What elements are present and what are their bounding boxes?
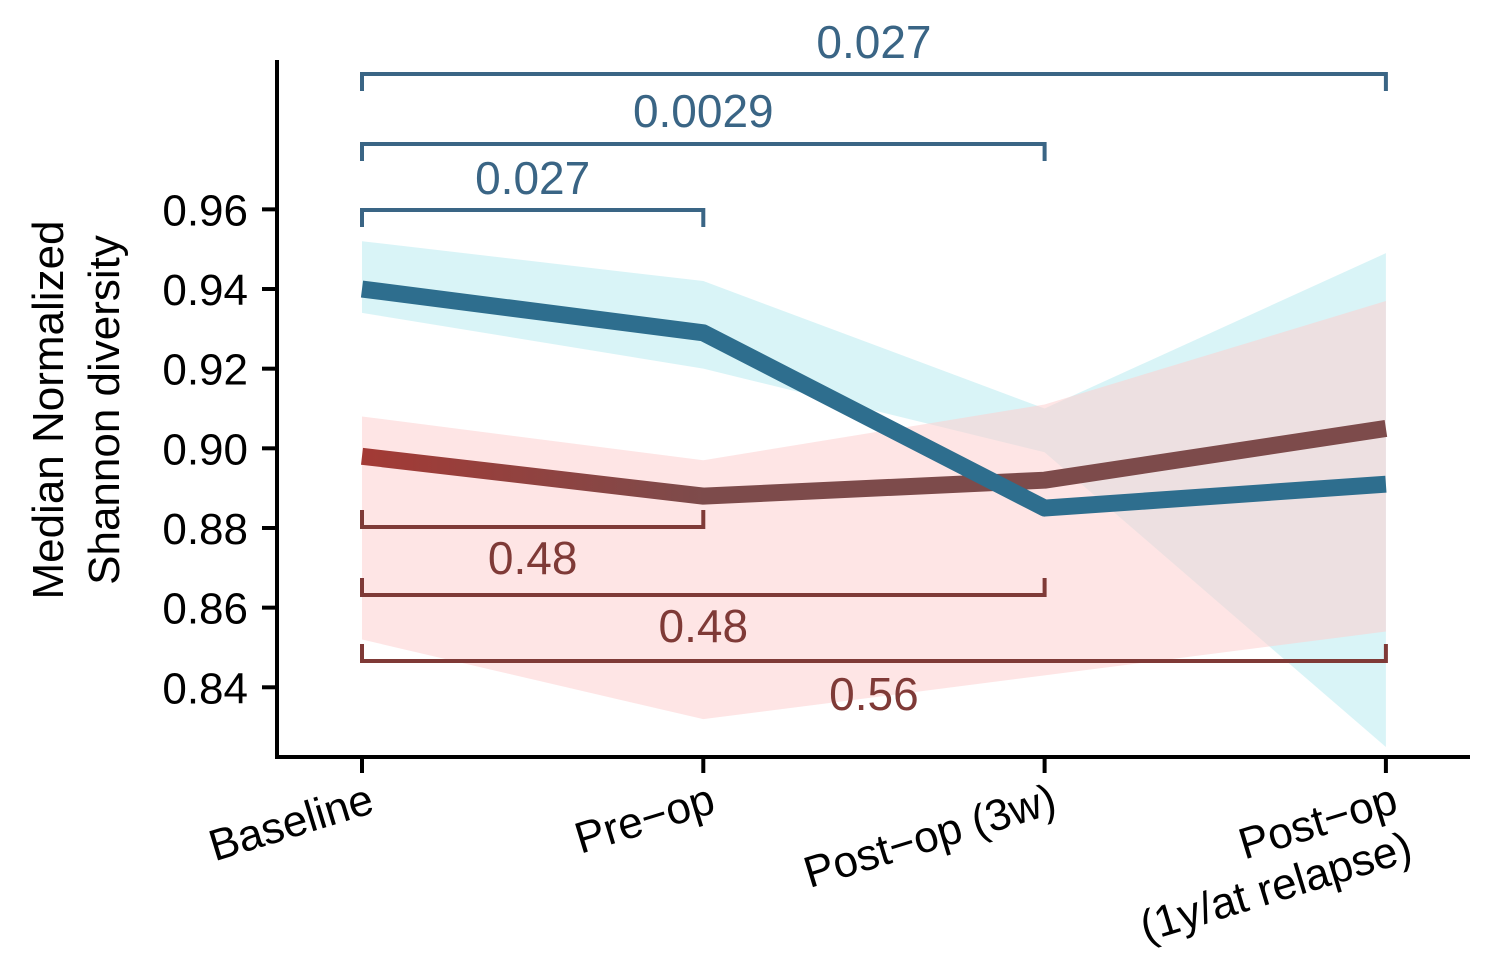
bracket-line <box>360 142 1047 161</box>
comparison-bracket: 0.56 <box>360 644 1388 720</box>
y-tick-label: 0.94 <box>162 266 248 315</box>
p-value-label: 0.48 <box>488 532 578 584</box>
x-tick-label: Post−op(1y/at relapse) <box>1120 775 1418 952</box>
significance-brackets: 0.027 0.0029 0.027 0.48 0.48 0.56 <box>360 16 1388 720</box>
bracket-line <box>360 72 1388 91</box>
bracket-line <box>360 510 706 529</box>
y-axis-title-line1: Median Normalized <box>24 220 73 599</box>
x-ticks: Baseline Pre−op Post−op (3w) Post−op(1y/at … <box>203 757 1417 952</box>
y-axis-title-line2: Shannon diversity <box>80 235 129 585</box>
p-value-label: 0.56 <box>829 668 919 720</box>
p-value-label: 0.027 <box>475 152 590 204</box>
x-tick-label: Post−op (3w) <box>798 775 1061 898</box>
x-tick-label: Pre−op <box>569 775 720 864</box>
y-tick-label: 0.86 <box>162 585 248 634</box>
blue-series-line <box>360 280 1387 517</box>
comparison-bracket: 0.0029 <box>360 85 1047 161</box>
axes <box>275 60 1470 759</box>
comparison-bracket: 0.48 <box>360 578 1047 652</box>
bracket-line <box>360 208 706 227</box>
y-tick-label: 0.96 <box>162 186 248 235</box>
x-tick-label: Baseline <box>203 775 379 871</box>
y-tick-label: 0.90 <box>162 425 248 474</box>
bracket-line <box>360 578 1047 597</box>
comparison-bracket: 0.027 <box>360 16 1388 91</box>
series-lines <box>360 280 1388 517</box>
comparison-bracket: 0.48 <box>360 510 706 584</box>
y-tick-label: 0.92 <box>162 346 248 395</box>
y-ticks: 0.84 0.86 0.88 0.90 0.92 0.94 0.96 <box>162 186 277 713</box>
red-confidence-band <box>362 300 1386 720</box>
comparison-bracket: 0.027 <box>360 152 706 227</box>
p-value-label: 0.48 <box>659 600 749 652</box>
y-tick-label: 0.88 <box>162 505 248 554</box>
red-series-line <box>361 420 1388 505</box>
y-tick-label: 0.84 <box>162 664 248 713</box>
p-value-label: 0.027 <box>816 16 931 68</box>
p-value-label: 0.0029 <box>633 85 774 137</box>
bracket-line <box>360 644 1388 663</box>
